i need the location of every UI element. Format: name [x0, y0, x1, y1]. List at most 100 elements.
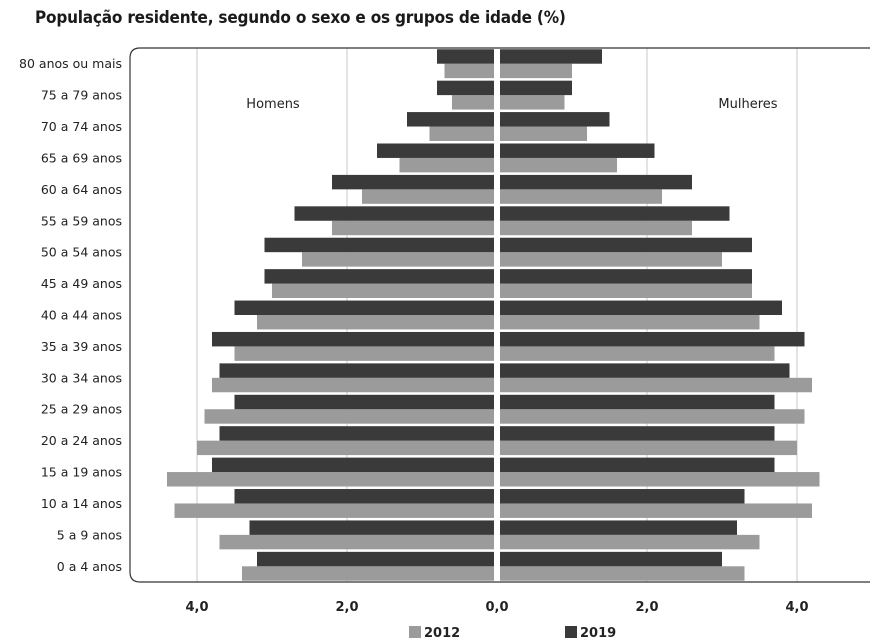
bar-2019-mulheres [497, 206, 730, 221]
category-label: 65 a 69 anos [41, 150, 122, 165]
bar-2012-mulheres [497, 409, 805, 424]
bar-2012-homens [257, 315, 497, 330]
bar-2012-mulheres [497, 63, 572, 79]
bar-2019-mulheres [497, 49, 602, 64]
bar-2019-homens [257, 551, 497, 567]
center-divider [494, 44, 500, 586]
bar-2019-homens [294, 206, 497, 221]
bar-2012-mulheres [497, 440, 797, 456]
bar-2012-mulheres [497, 283, 752, 299]
category-label: 25 a 29 anos [41, 402, 122, 417]
bar-2019-mulheres [497, 300, 782, 315]
legend-2012-swatch [409, 626, 421, 638]
category-label: 20 a 24 anos [41, 433, 122, 448]
category-label: 30 a 34 anos [41, 370, 122, 385]
bar-2019-homens [437, 49, 497, 64]
bar-2012-homens [302, 252, 497, 267]
category-label: 55 a 59 anos [41, 213, 122, 228]
category-label: 60 a 64 anos [41, 182, 122, 197]
bar-2012-mulheres [497, 157, 617, 173]
bar-2012-homens [332, 220, 497, 236]
side-label-mulheres: Mulheres [718, 97, 777, 112]
legend-2019-label: 2019 [580, 626, 616, 641]
bar-2012-mulheres [497, 252, 722, 267]
bar-2012-mulheres [497, 534, 760, 550]
category-label: 40 a 44 anos [41, 308, 122, 323]
bar-2012-mulheres [497, 189, 662, 204]
category-label: 15 a 19 anos [41, 465, 122, 480]
bar-2019-mulheres [497, 457, 775, 473]
bar-2012-mulheres [497, 346, 775, 361]
bar-2019-homens [212, 331, 497, 347]
bar-2019-homens [407, 112, 497, 127]
bar-2012-homens [399, 157, 497, 173]
bar-2012-homens [197, 440, 497, 456]
bar-2019-mulheres [497, 426, 775, 441]
bar-2012-mulheres [497, 566, 745, 581]
bar-2012-homens [212, 377, 497, 393]
x-tick-label: 2,0 [335, 600, 358, 615]
category-label: 45 a 49 anos [41, 276, 122, 291]
chart-title: População residente, segundo o sexo e os… [35, 8, 566, 28]
bar-2019-homens [212, 457, 497, 473]
side-label-homens: Homens [246, 97, 300, 112]
labels-layer: 0 a 4 anos 5 a 9 anos 10 a 14 anos 15 a 19 … [19, 56, 808, 615]
bar-2012-homens [219, 534, 497, 550]
bar-2019-homens [234, 394, 497, 410]
bar-2019-mulheres [497, 394, 775, 410]
bar-2012-mulheres [497, 126, 587, 141]
bar-2012-homens [452, 95, 497, 110]
bars-layer [167, 49, 820, 581]
bar-2012-homens [242, 566, 497, 581]
bar-2012-homens [429, 126, 497, 141]
bar-2012-homens [272, 283, 497, 299]
category-label: 0 a 4 anos [57, 559, 122, 574]
bar-2012-mulheres [497, 503, 812, 518]
bar-2019-homens [264, 237, 497, 253]
category-label: 50 a 54 anos [41, 245, 122, 260]
bar-2012-mulheres [497, 377, 812, 393]
bar-2019-mulheres [497, 269, 752, 284]
category-label: 75 a 79 anos [41, 88, 122, 103]
bar-2019-mulheres [497, 237, 752, 253]
category-label: 10 a 14 anos [41, 496, 122, 511]
legend-2012-label: 2012 [424, 626, 460, 641]
bar-2012-homens [234, 346, 497, 361]
bar-2019-homens [234, 300, 497, 315]
bar-2019-mulheres [497, 174, 692, 190]
legend: 2012 2019 [409, 626, 616, 641]
x-tick-label: 4,0 [185, 600, 208, 615]
category-label: 5 a 9 anos [57, 527, 122, 542]
bar-2012-homens [204, 409, 497, 424]
legend-2019-swatch [565, 626, 577, 638]
bar-2019-homens [264, 269, 497, 284]
bar-2012-homens [362, 189, 497, 204]
bar-2012-homens [174, 503, 497, 518]
x-tick-label: 4,0 [785, 600, 808, 615]
bar-2012-homens [167, 472, 497, 487]
plot-frame [129, 47, 870, 583]
category-label: 35 a 39 anos [41, 339, 122, 354]
bar-2019-homens [249, 520, 497, 535]
bar-2019-mulheres [497, 551, 722, 567]
x-tick-label: 2,0 [635, 600, 658, 615]
category-label: 80 anos ou mais [19, 56, 122, 71]
bar-2012-mulheres [497, 220, 692, 236]
x-tick-label: 0,0 [485, 600, 508, 615]
bar-2019-mulheres [497, 143, 655, 158]
bar-2019-mulheres [497, 112, 610, 127]
bar-2019-homens [219, 426, 497, 441]
frame-layer [129, 44, 870, 586]
bar-2019-mulheres [497, 489, 745, 504]
bar-2019-homens [234, 489, 497, 504]
bar-2012-homens [444, 63, 497, 79]
bar-2019-homens [377, 143, 497, 158]
bar-2019-mulheres [497, 80, 572, 96]
bar-2019-homens [437, 80, 497, 96]
bar-2019-mulheres [497, 331, 805, 347]
category-label: 70 a 74 anos [41, 119, 122, 134]
bar-2012-mulheres [497, 472, 820, 487]
bar-2019-homens [219, 363, 497, 378]
bar-2019-homens [332, 174, 497, 190]
